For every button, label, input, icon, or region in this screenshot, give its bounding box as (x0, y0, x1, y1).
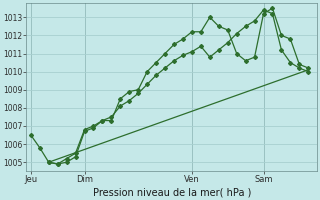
X-axis label: Pression niveau de la mer( hPa ): Pression niveau de la mer( hPa ) (92, 187, 251, 197)
